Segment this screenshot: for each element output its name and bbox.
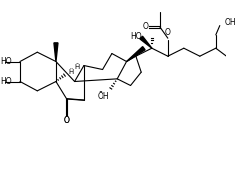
Text: O: O: [64, 116, 69, 125]
Text: O: O: [165, 28, 171, 37]
Text: HO: HO: [130, 32, 142, 41]
Text: HO: HO: [1, 57, 12, 66]
Text: HO: HO: [1, 77, 12, 86]
Text: OH: OH: [225, 18, 237, 27]
Text: O: O: [142, 22, 148, 31]
Text: Ḧ: Ḧ: [68, 69, 73, 75]
Polygon shape: [127, 47, 145, 62]
Text: H̄: H̄: [75, 64, 80, 70]
Polygon shape: [54, 43, 58, 62]
Text: O: O: [64, 116, 69, 125]
Polygon shape: [140, 36, 152, 48]
Text: ŌH: ŌH: [98, 92, 110, 101]
